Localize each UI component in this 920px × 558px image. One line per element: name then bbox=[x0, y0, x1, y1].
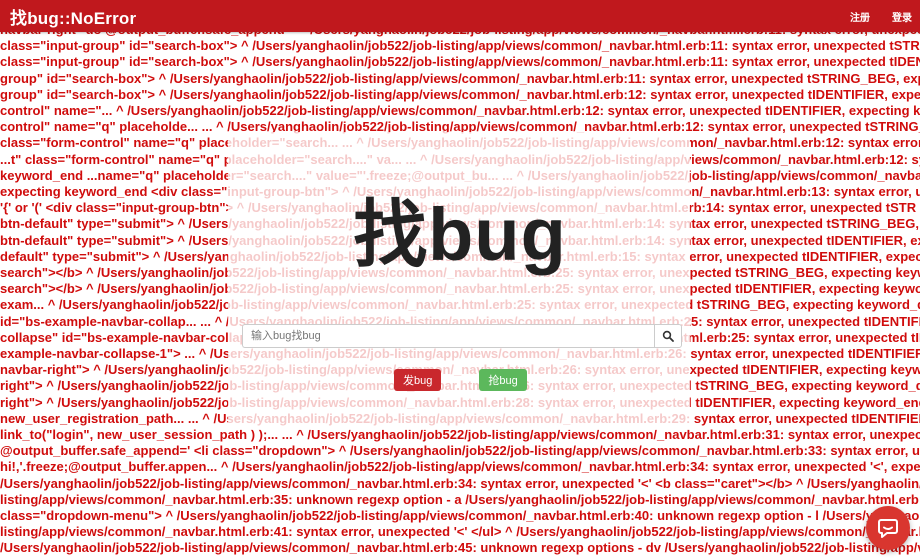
hero-title: 找bug bbox=[353, 193, 567, 276]
error-line: control" name="... ^ /Users/yanghaolin/j… bbox=[0, 103, 920, 118]
error-line: control" name="q" placeholde... ... ^ /U… bbox=[0, 119, 920, 135]
navbar: 找bug::NoError 注册 登录 bbox=[0, 0, 920, 32]
grab-bug-button[interactable]: 抢bug bbox=[479, 369, 527, 391]
login-link[interactable]: 登录 bbox=[892, 13, 912, 24]
search-box bbox=[242, 324, 682, 348]
error-line: group" id="search-box"> ^ /Users/yanghao… bbox=[0, 86, 920, 102]
error-line: listing/app/views/common/_navbar.html.er… bbox=[0, 491, 920, 507]
error-line: class="dropdown-menu"> ^ /Users/yanghaol… bbox=[0, 508, 920, 523]
error-line: class="input-group" id="search-box"> ^ /… bbox=[0, 54, 920, 70]
search-input[interactable] bbox=[242, 324, 654, 348]
error-line: @output_buffer.safe_append=' <li class="… bbox=[0, 443, 920, 459]
brand-logo[interactable]: 找bug::NoError bbox=[10, 9, 137, 28]
error-line: hi!,'.freeze;@output_buffer.appen... ^ /… bbox=[0, 459, 920, 475]
search-icon bbox=[662, 330, 674, 342]
error-line: group" id="search-box"> ^ /Users/yanghao… bbox=[0, 70, 920, 86]
post-bug-button[interactable]: 发bug bbox=[394, 369, 442, 391]
error-line: link_to("login", new_user_session_path )… bbox=[0, 427, 920, 442]
search-button[interactable] bbox=[654, 324, 682, 348]
hero-overlay bbox=[228, 132, 690, 430]
chat-bubble-icon bbox=[876, 516, 900, 540]
nav-links: 注册 登录 bbox=[850, 9, 912, 24]
error-line: listing/app/views/common/_navbar.html.er… bbox=[0, 524, 920, 540]
register-link[interactable]: 注册 bbox=[850, 13, 870, 24]
action-buttons: 发bug 抢bug bbox=[394, 369, 527, 391]
chat-widget-button[interactable] bbox=[866, 506, 910, 550]
error-line: /Users/yanghaolin/job522/job-listing/app… bbox=[0, 540, 920, 556]
error-line: class="input-group" id="search-box"> ^ /… bbox=[0, 38, 920, 54]
error-line: /Users/yanghaolin/job522/job-listing/app… bbox=[0, 475, 920, 491]
